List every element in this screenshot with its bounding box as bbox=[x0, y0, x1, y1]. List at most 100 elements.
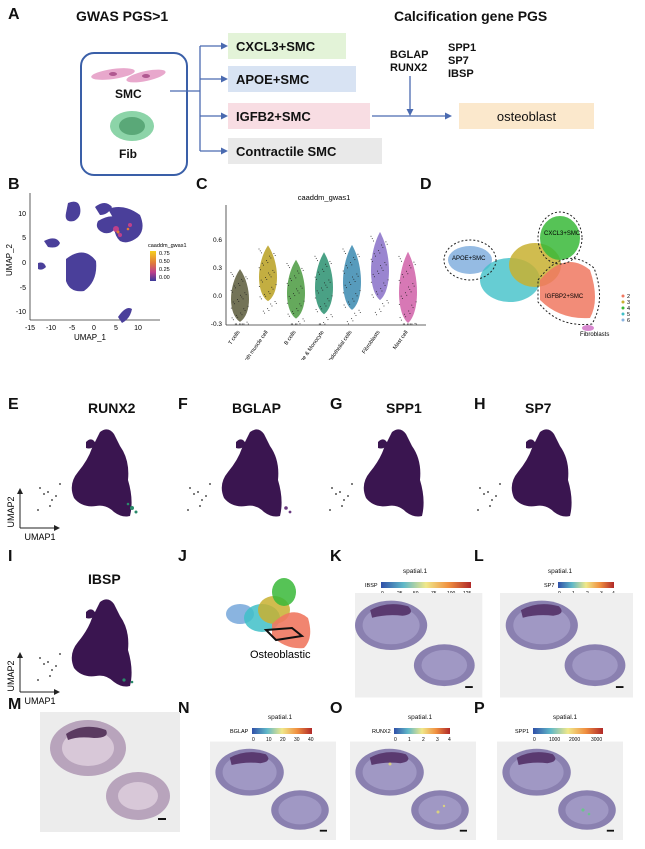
o-tick-4: 4 bbox=[448, 737, 451, 743]
b-ytick-0: 10 bbox=[18, 211, 26, 218]
violin-point bbox=[399, 282, 401, 284]
p-feature: SPP1 bbox=[515, 729, 529, 735]
gene-title-bglap: BGLAP bbox=[232, 400, 281, 416]
violin-point bbox=[260, 298, 262, 300]
violin-point bbox=[233, 285, 235, 287]
j-annotation: Osteoblastic bbox=[250, 649, 311, 661]
violin-point bbox=[300, 285, 302, 287]
violin-point bbox=[326, 316, 328, 318]
violin-point bbox=[303, 320, 305, 322]
violin-point bbox=[415, 323, 417, 325]
violin-category-label: Mast cell bbox=[392, 330, 409, 351]
violin-point bbox=[375, 291, 377, 293]
violin-point bbox=[346, 321, 348, 323]
violin-point bbox=[230, 272, 232, 274]
n-tick-2: 20 bbox=[280, 737, 286, 743]
violin-point bbox=[386, 299, 388, 301]
violin-point bbox=[231, 317, 233, 319]
umap-j-cluster bbox=[226, 578, 311, 649]
violin-category-label: T cells bbox=[228, 330, 242, 347]
panel-label-e: E bbox=[8, 396, 19, 413]
violin-point bbox=[414, 322, 416, 324]
violin-point bbox=[272, 288, 274, 290]
i-xlabel: UMAP1 bbox=[24, 696, 55, 706]
n-tick-4: 40 bbox=[308, 737, 314, 743]
d-cluster-cxcl3: CXCL3+SMC bbox=[544, 231, 581, 237]
violin-point bbox=[239, 323, 241, 325]
violin-category-label: B cells bbox=[283, 330, 297, 347]
d-legend-0: 2 bbox=[627, 294, 630, 300]
violin-point bbox=[297, 270, 299, 272]
violin-3 bbox=[315, 252, 333, 315]
cell-illustration bbox=[91, 68, 166, 141]
violin-point bbox=[317, 271, 319, 273]
b-ytick-4: -10 bbox=[16, 309, 26, 316]
violin-point bbox=[295, 277, 297, 279]
violin-point bbox=[322, 289, 324, 291]
violin-point bbox=[292, 293, 294, 295]
violin-point bbox=[350, 284, 352, 286]
violin-point bbox=[325, 263, 327, 265]
violin-point bbox=[303, 300, 305, 302]
violin-point bbox=[236, 299, 238, 301]
violin-point bbox=[263, 264, 264, 266]
panel-label-d: D bbox=[420, 176, 432, 193]
violin-point bbox=[239, 284, 241, 286]
gene-runx2: RUNX2 bbox=[390, 62, 428, 74]
violin-point bbox=[261, 281, 263, 283]
violin-point bbox=[268, 291, 270, 293]
cell-group-box bbox=[80, 52, 188, 176]
panel-label-a: A bbox=[8, 6, 20, 23]
gene-bglap: BGLAP bbox=[390, 49, 429, 61]
n-spatial-title: spatial.1 bbox=[267, 714, 293, 721]
violin-2 bbox=[287, 259, 305, 319]
violin-5 bbox=[371, 231, 389, 301]
b-xtick-3: 0 bbox=[92, 325, 96, 332]
violin-point bbox=[371, 238, 373, 240]
violin-point bbox=[265, 295, 267, 297]
d-legend-1: 3 bbox=[627, 300, 630, 306]
histology-m bbox=[40, 712, 180, 832]
violin-point bbox=[373, 240, 375, 242]
n-feature: BGLAP bbox=[230, 729, 249, 735]
violin-point bbox=[317, 260, 319, 262]
d-legend-4: 6 bbox=[627, 318, 630, 324]
violin-plot-c: caaddm_gwas1 0.6 0.3 0.0 -0.3 T cellsSmo… bbox=[211, 193, 426, 360]
violin-point bbox=[383, 305, 385, 307]
violin-point bbox=[243, 323, 245, 325]
feature-umaps-row1: UMAP2 UMAP1 bbox=[6, 429, 572, 542]
o-spatial-title: spatial.1 bbox=[407, 714, 433, 721]
violin-point bbox=[325, 284, 327, 286]
l-feature: SP7 bbox=[544, 583, 554, 589]
violin-point bbox=[409, 264, 411, 266]
violin-point bbox=[358, 309, 360, 311]
o-tick-1: 1 bbox=[408, 737, 411, 743]
o-feature: RUNX2 bbox=[372, 729, 391, 735]
violin-point bbox=[373, 253, 375, 255]
violin-point bbox=[413, 285, 415, 287]
violin-point bbox=[403, 313, 405, 315]
spatial-k: IBSP 0 25 50 75 100 125 bbox=[355, 582, 483, 698]
violin-point bbox=[380, 265, 382, 267]
violin-point bbox=[409, 312, 411, 314]
violin-point bbox=[261, 262, 263, 264]
violin-point bbox=[382, 269, 384, 271]
violin-point bbox=[328, 300, 330, 302]
violin-point bbox=[411, 323, 413, 325]
violin-point bbox=[314, 255, 316, 257]
violin-point bbox=[302, 269, 304, 271]
b-legend-tick-2: 0.25 bbox=[159, 267, 170, 273]
violin-1 bbox=[259, 245, 277, 302]
violin-point bbox=[263, 293, 265, 295]
b-xtick-2: -5 bbox=[69, 325, 75, 332]
spatial-p: SPP1 0 1000 2000 3000 bbox=[497, 728, 623, 840]
violin-0 bbox=[231, 269, 249, 322]
violin-point bbox=[324, 282, 326, 284]
violin-point bbox=[261, 252, 263, 254]
spatial-o: RUNX2 0 1 2 3 4 bbox=[350, 728, 476, 840]
violin-point bbox=[287, 313, 289, 315]
violin-point bbox=[315, 309, 317, 311]
violin-point bbox=[269, 274, 271, 276]
e-xlabel: UMAP1 bbox=[24, 532, 55, 542]
violin-point bbox=[324, 303, 326, 305]
